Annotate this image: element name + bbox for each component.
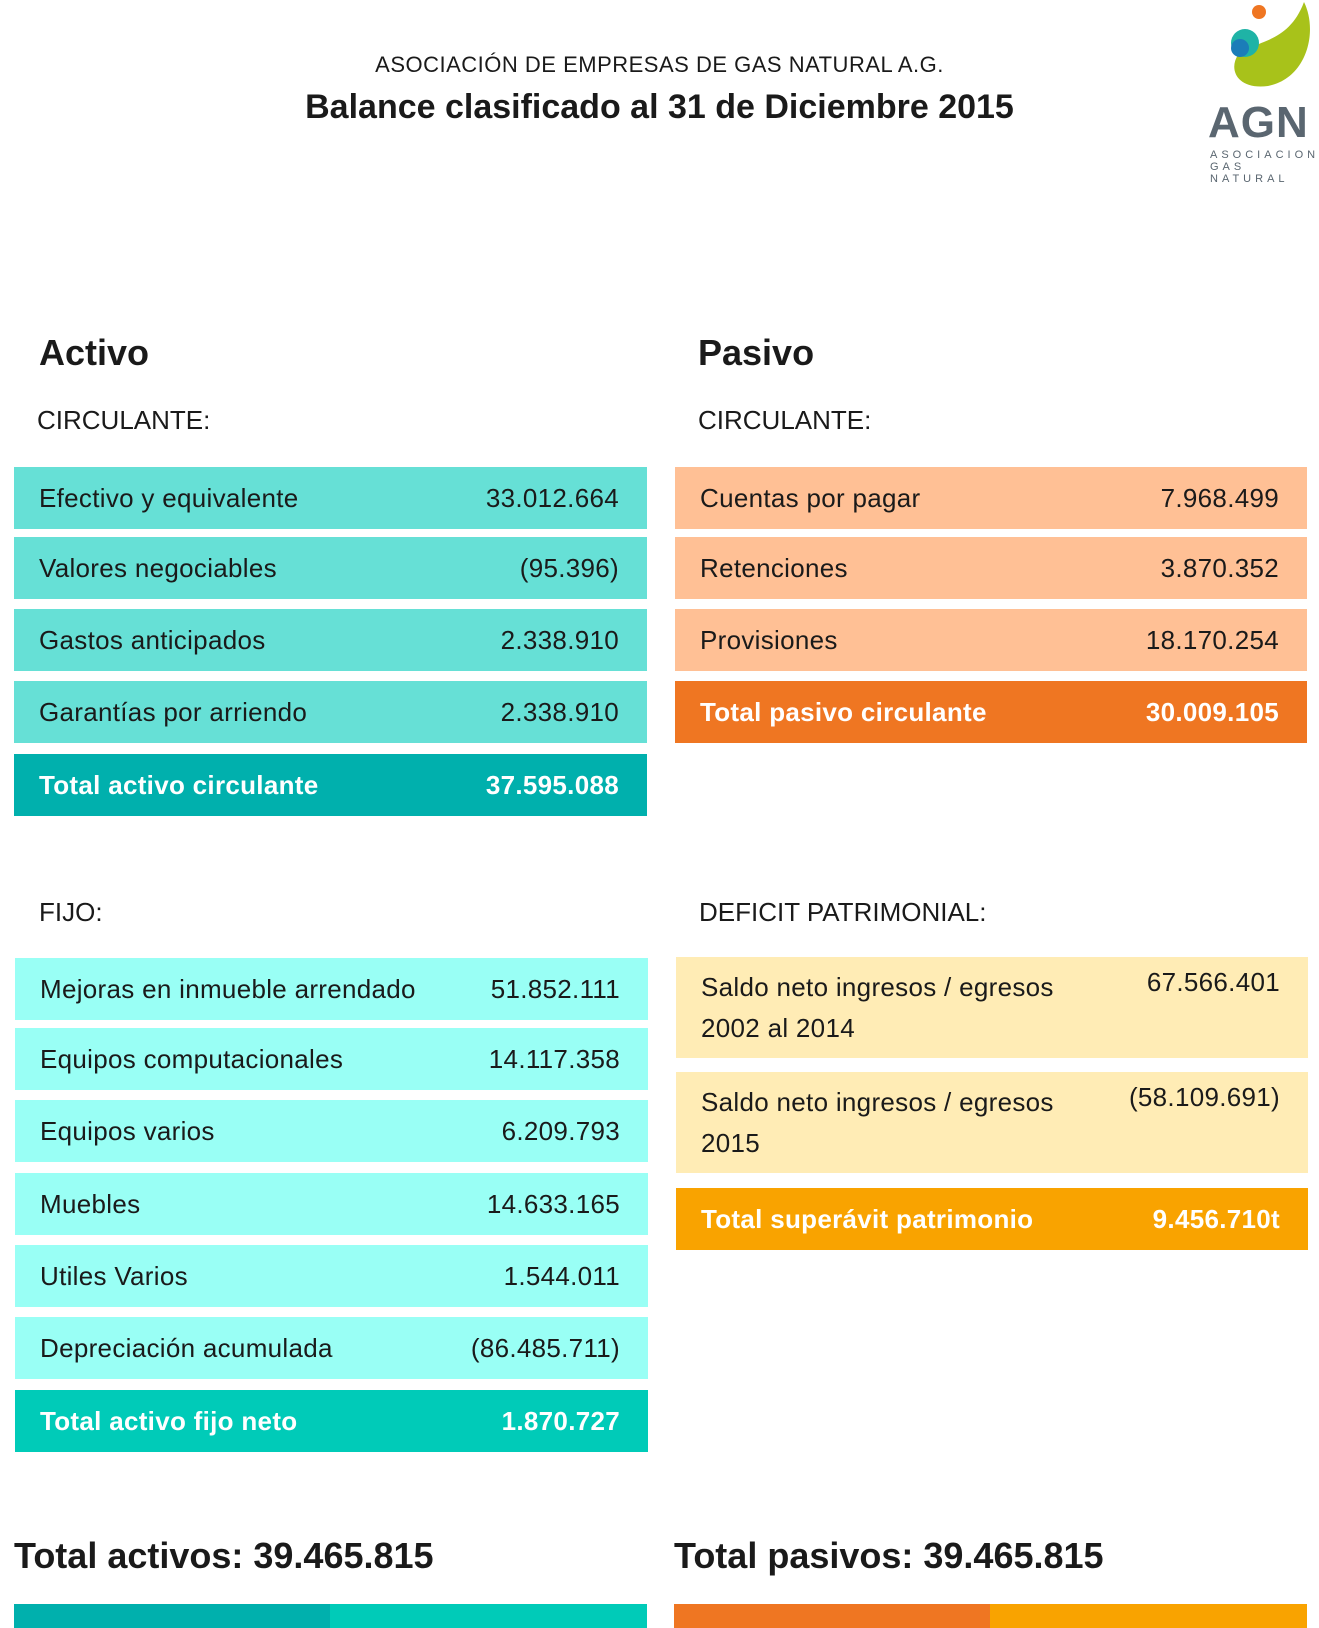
row: Retenciones 3.870.352 (675, 537, 1307, 599)
row: Saldo neto ingresos / egresos 2015 (58.10… (676, 1072, 1308, 1173)
subsection-label: CIRCULANTE: (37, 405, 211, 435)
row-label: Total activo fijo neto (40, 1405, 298, 1436)
subsection-label: CIRCULANTE: (698, 405, 872, 435)
title: Balance clasificado al 31 de Diciembre 2… (305, 88, 1014, 126)
row-value: 37.595.088 (485, 769, 619, 800)
logo-mark (1231, 2, 1310, 87)
footer-bar (990, 1604, 1307, 1628)
row-label: Gastos anticipados (39, 624, 266, 655)
grand-total: Total activos: 39.465.815 (14, 1535, 434, 1576)
row-value: 1.870.727 (501, 1405, 620, 1436)
row-value: 67.566.401 (1146, 967, 1280, 997)
footer-bar (674, 1604, 990, 1628)
footer-bar (330, 1604, 647, 1628)
row-value: 6.209.793 (501, 1115, 620, 1146)
row-value: 18.170.254 (1145, 624, 1279, 655)
row: Muebles 14.633.165 (15, 1173, 648, 1235)
row: Mejoras en inmueble arrendado 51.852.111 (15, 958, 648, 1020)
row: Gastos anticipados 2.338.910 (14, 609, 647, 671)
row-label: Mejoras en inmueble arrendado (40, 973, 416, 1004)
row-label: Equipos computacionales (40, 1043, 344, 1074)
row: Saldo neto ingresos / egresos 2002 al 20… (676, 957, 1308, 1058)
section-heading: Pasivo (698, 332, 815, 373)
row-value: 30.009.105 (1145, 696, 1279, 727)
total-row: Total superávit patrimonio 9.456.710t (676, 1188, 1308, 1250)
total-row: Total pasivo circulante 30.009.105 (675, 681, 1307, 743)
total-row: Total activo fijo neto 1.870.727 (15, 1390, 648, 1452)
logo-line: GAS NATURAL (1210, 161, 1289, 185)
row-label: Equipos varios (40, 1115, 215, 1146)
row-value: 1.544.011 (503, 1260, 620, 1291)
logo-line: ASOCIACION (1210, 149, 1319, 161)
row-value: 2.338.910 (500, 696, 619, 727)
row: Garantías por arriendo 2.338.910 (14, 681, 647, 743)
row-label: Total pasivo circulante (700, 696, 987, 727)
row-label: Total activo circulante (39, 769, 319, 800)
subsection-label: FIJO: (39, 897, 103, 927)
row: Provisiones 18.170.254 (675, 609, 1307, 671)
row-label: Garantías por arriendo (39, 696, 308, 727)
row-value: (86.485.711) (470, 1332, 620, 1363)
row-value: (95.396) (519, 552, 619, 583)
row-label: Efectivo y equivalente (39, 482, 299, 513)
row-value: 33.012.664 (485, 482, 619, 513)
section-heading: Activo (39, 332, 150, 373)
row-value: 2.338.910 (500, 624, 619, 655)
row-value: 51.852.111 (490, 973, 620, 1004)
row: Valores negociables (95.396) (14, 537, 647, 599)
row-value: (58.109.691) (1128, 1082, 1280, 1112)
row-value: 3.870.352 (1160, 552, 1279, 583)
row-label: Cuentas por pagar (700, 482, 921, 513)
row-label: Depreciación acumulada (40, 1332, 333, 1363)
subsection-label: DEFICIT PATRIMONIAL: (699, 897, 987, 927)
row-label: Utiles Varios (40, 1260, 188, 1291)
organization: ASOCIACIÓN DE EMPRESAS DE GAS NATURAL A.… (375, 52, 944, 77)
row-label: Provisiones (700, 624, 838, 655)
row: Equipos varios 6.209.793 (15, 1100, 648, 1162)
row: Equipos computacionales 14.117.358 (15, 1028, 648, 1090)
row: Depreciación acumulada (86.485.711) (15, 1317, 648, 1379)
logo: AGN ASOCIACION GAS NATURAL (1208, 0, 1319, 185)
row: Utiles Varios 1.544.011 (15, 1245, 648, 1307)
row-label: Muebles (40, 1188, 141, 1219)
logo-acronym: AGN (1208, 98, 1309, 147)
row: Efectivo y equivalente 33.012.664 (14, 467, 647, 529)
footer-bar (14, 1604, 330, 1628)
row-value: 14.117.358 (488, 1043, 620, 1074)
grand-total: Total pasivos: 39.465.815 (674, 1535, 1104, 1576)
row-value: 7.968.499 (1160, 482, 1279, 513)
row-label: Valores negociables (39, 552, 277, 583)
row-label: Saldo neto ingresos / egresos 2015 (701, 1087, 1054, 1158)
row-label: Total superávit patrimonio (701, 1203, 1034, 1234)
row-label: Saldo neto ingresos / egresos 2002 al 20… (701, 972, 1054, 1043)
row-value: 9.456.710t (1152, 1203, 1280, 1234)
total-row: Total activo circulante 37.595.088 (14, 754, 647, 816)
row-label: Retenciones (700, 552, 848, 583)
row: Cuentas por pagar 7.968.499 (675, 467, 1307, 529)
row-value: 14.633.165 (486, 1188, 620, 1219)
